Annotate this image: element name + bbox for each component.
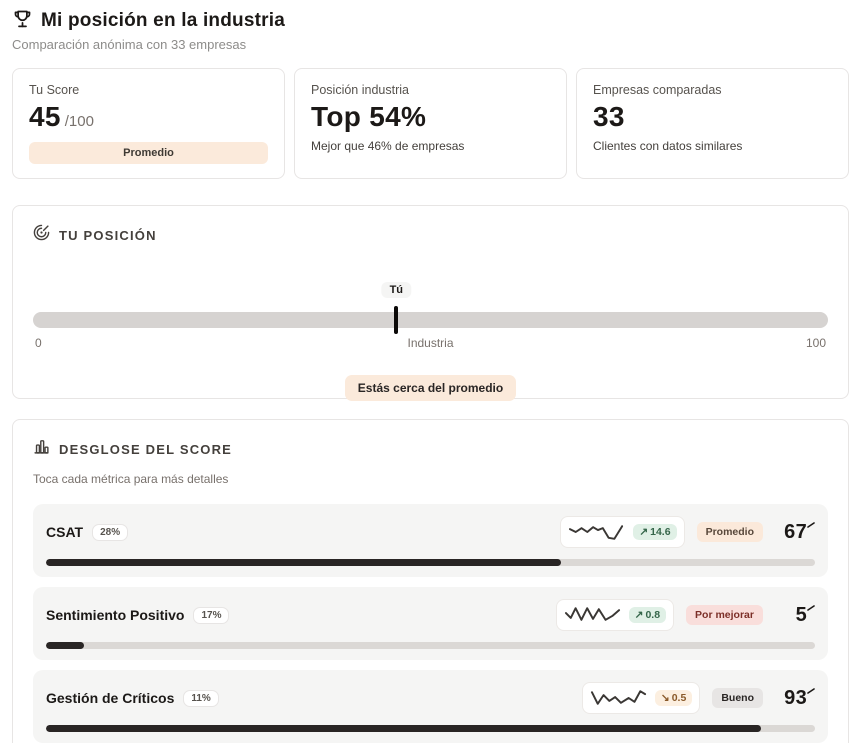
metric-row-csat[interactable]: CSAT 28% ↗ 14.6 Promedio xyxy=(33,504,828,577)
metric-row-sentimiento-positivo[interactable]: Sentimiento Positivo 17% ↗ 0.8 P xyxy=(33,587,828,660)
bar-chart-icon xyxy=(33,438,50,460)
metric-weight-badge: 17% xyxy=(193,606,230,624)
position-marker-label: Tú xyxy=(381,282,412,298)
companies-compared-caption: Clientes con datos similares xyxy=(593,139,743,153)
trend-value: 14.6 xyxy=(650,526,671,538)
score-tick-icon xyxy=(807,687,815,694)
target-icon xyxy=(33,224,50,246)
metric-rows: CSAT 28% ↗ 14.6 Promedio xyxy=(33,504,828,743)
score-card: Tu Score 45 /100 Promedio xyxy=(12,68,285,179)
score-status-badge: Promedio xyxy=(29,142,268,164)
scale-min-label: 0 xyxy=(35,336,42,350)
status-badge: Promedio xyxy=(696,522,763,542)
sparkline-box: ↗ 14.6 xyxy=(560,516,685,548)
metric-score: 5 xyxy=(795,603,807,626)
metric-name: Gestión de Críticos xyxy=(46,690,175,706)
industry-position-label: Posición industria xyxy=(311,83,409,97)
trend-up-icon: ↗ xyxy=(639,526,649,538)
position-panel-title: TU POSICIÓN xyxy=(59,227,157,243)
score-suffix: /100 xyxy=(64,113,94,130)
trend-down-icon: ↘ xyxy=(660,692,670,704)
position-track: Tú xyxy=(33,282,828,334)
breakdown-panel: DESGLOSE DEL SCORE Toca cada métrica par… xyxy=(12,419,849,743)
sparkline-box: ↗ 0.8 xyxy=(555,599,675,631)
trend-badge: ↗ 14.6 xyxy=(633,524,677,540)
metric-score: 67 xyxy=(784,520,807,543)
score-tick-icon xyxy=(807,604,815,611)
metric-progress-fill xyxy=(46,725,762,732)
page-header: Mi posición en la industria xyxy=(12,8,849,34)
sparkline-box: ↘ 0.5 xyxy=(581,682,701,714)
stat-cards: Tu Score 45 /100 Promedio Posición indus… xyxy=(12,68,849,179)
scale-industry-label: Industria xyxy=(407,336,454,350)
score-value: 45 xyxy=(29,101,61,132)
score-card-label: Tu Score xyxy=(29,83,80,97)
metric-progress-track xyxy=(46,725,815,732)
position-slider: Tú 0 Industria 100 xyxy=(33,282,828,351)
companies-compared-value: 33 xyxy=(593,101,625,132)
status-badge: Por mejorar xyxy=(686,605,763,625)
trend-badge: ↗ 0.8 xyxy=(628,607,667,623)
breakdown-hint: Toca cada métrica para más detalles xyxy=(33,472,229,486)
breakdown-panel-title: DESGLOSE DEL SCORE xyxy=(59,441,233,457)
metric-name: Sentimiento Positivo xyxy=(46,607,185,623)
trophy-icon xyxy=(12,8,33,34)
metric-row-gestion-de-criticos[interactable]: Gestión de Críticos 11% ↘ 0.5 Bu xyxy=(33,670,828,743)
metric-weight-badge: 28% xyxy=(92,523,129,541)
metric-weight-badge: 11% xyxy=(183,689,219,707)
status-badge: Bueno xyxy=(712,688,763,708)
scale-max-label: 100 xyxy=(805,336,826,350)
companies-compared-label: Empresas comparadas xyxy=(593,83,722,97)
metric-score: 93 xyxy=(784,686,807,709)
trend-up-icon: ↗ xyxy=(634,609,644,621)
industry-position-value: Top 54% xyxy=(311,101,427,132)
sparkline-chart xyxy=(564,607,620,621)
position-marker xyxy=(394,306,399,334)
page-subtitle: Comparación anónima con 33 empresas xyxy=(12,37,247,52)
metric-progress-track xyxy=(46,642,815,649)
metric-progress-fill xyxy=(46,642,85,649)
industry-position-caption: Mejor que 46% de empresas xyxy=(311,139,465,153)
sparkline-chart xyxy=(569,525,624,540)
position-status-badge: Estás cerca del promedio xyxy=(344,375,517,401)
score-tick-icon xyxy=(807,521,815,528)
industry-position-card: Posición industria Top 54% Mejor que 46%… xyxy=(294,68,567,179)
metric-progress-track xyxy=(46,559,815,566)
metric-progress-fill xyxy=(46,559,562,566)
page-title: Mi posición en la industria xyxy=(41,10,285,31)
trend-value: 0.8 xyxy=(645,609,661,621)
trend-badge: ↘ 0.5 xyxy=(654,690,693,706)
sparkline-chart xyxy=(590,690,646,705)
position-panel: TU POSICIÓN Tú 0 Industria 100 Estás cer… xyxy=(12,205,849,401)
companies-compared-card: Empresas comparadas 33 Clientes con dato… xyxy=(576,68,849,179)
metric-name: CSAT xyxy=(46,524,84,540)
trend-value: 0.5 xyxy=(671,692,687,704)
